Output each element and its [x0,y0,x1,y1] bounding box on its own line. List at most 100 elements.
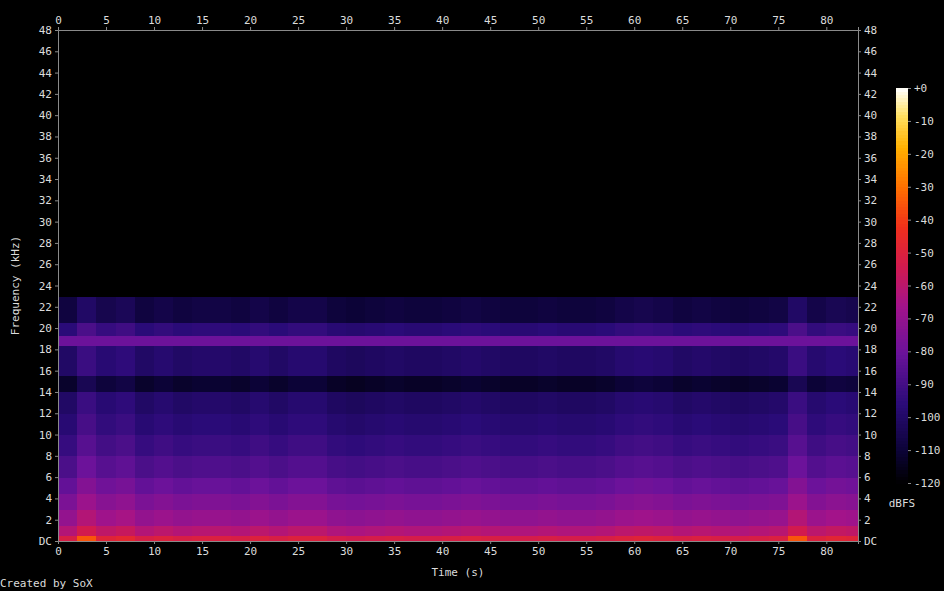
tick-label: 30 [340,545,353,558]
cell [173,536,193,541]
cell [385,509,405,525]
cell [423,30,443,297]
tick-mark [55,477,58,478]
cell [442,296,462,323]
cell [212,456,232,478]
tick-label: 5 [103,545,110,558]
cell [442,323,462,336]
cell [308,376,328,392]
tick-mark [154,541,155,544]
tick: 70 [724,14,737,30]
cell [519,30,539,297]
tick: 14 [858,386,878,399]
cell [615,392,635,414]
cell [116,477,136,493]
cell [58,376,78,392]
tick: 34 [39,173,58,186]
tick: 65 [676,541,689,558]
cell [77,413,97,435]
tick: 4 [45,492,58,505]
tick-label: 20 [244,14,257,27]
tick-mark [908,187,911,188]
cell [846,493,858,509]
tick: 10 [39,429,58,442]
tick-label: 5 [103,14,110,27]
cell [692,509,712,525]
cell [231,435,251,457]
cell [423,336,443,346]
cell [500,376,520,392]
cell [692,296,712,323]
cell [730,477,750,493]
tick-label: 34 [864,173,878,186]
cell [596,336,616,346]
tick: 6 [45,471,58,484]
cell [807,509,827,525]
cell [135,493,155,509]
cell [365,296,385,323]
tick-label: 65 [676,14,689,27]
cell [730,323,750,336]
tick-mark [858,520,861,521]
tick: 6 [858,471,871,484]
cell [231,296,251,323]
cell [96,323,116,336]
tick: 80 [820,541,833,558]
tick-label: 14 [864,386,878,399]
tick: 40 [858,109,877,122]
cell [231,323,251,336]
cell [135,296,155,323]
cell [481,493,501,509]
cell [327,477,347,493]
tick-label: 40 [436,14,449,27]
cell [423,296,443,323]
cell [250,536,270,541]
cell [807,392,827,414]
cell [500,536,520,541]
tick-label: 55 [580,545,593,558]
cell [288,509,308,525]
cell [327,509,347,525]
cell [730,392,750,414]
cell [634,376,654,392]
cell [423,536,443,541]
tick-mark [858,477,861,478]
colorbar-axis: +0-10-20-30-40-50-60-70-80-90-100-110-12… [908,82,941,490]
cell [634,493,654,509]
cell [154,30,174,297]
cell [385,477,405,493]
tick-mark [346,541,347,544]
cell [365,345,385,376]
tick-mark [858,115,861,116]
cell [404,509,424,525]
cell [461,345,481,376]
cell [846,30,858,297]
cell [365,493,385,509]
cell [212,30,232,297]
cell [788,413,808,435]
cell [58,525,78,536]
cell [461,296,481,323]
cell [192,323,212,336]
cell [461,477,481,493]
cell [538,536,558,541]
cell [231,336,251,346]
cell [538,30,558,297]
tick-label: -90 [914,378,934,391]
cell [288,336,308,346]
cell [231,536,251,541]
cell [749,323,769,336]
cell [269,536,289,541]
tick-label: 24 [39,280,53,293]
cell [673,392,693,414]
cell [596,413,616,435]
cell [461,323,481,336]
cell [308,435,328,457]
cell [77,392,97,414]
cell [596,345,616,376]
tick-mark [858,30,861,31]
cell [250,376,270,392]
cell [442,509,462,525]
tick-label: 40 [436,545,449,558]
cell [788,477,808,493]
